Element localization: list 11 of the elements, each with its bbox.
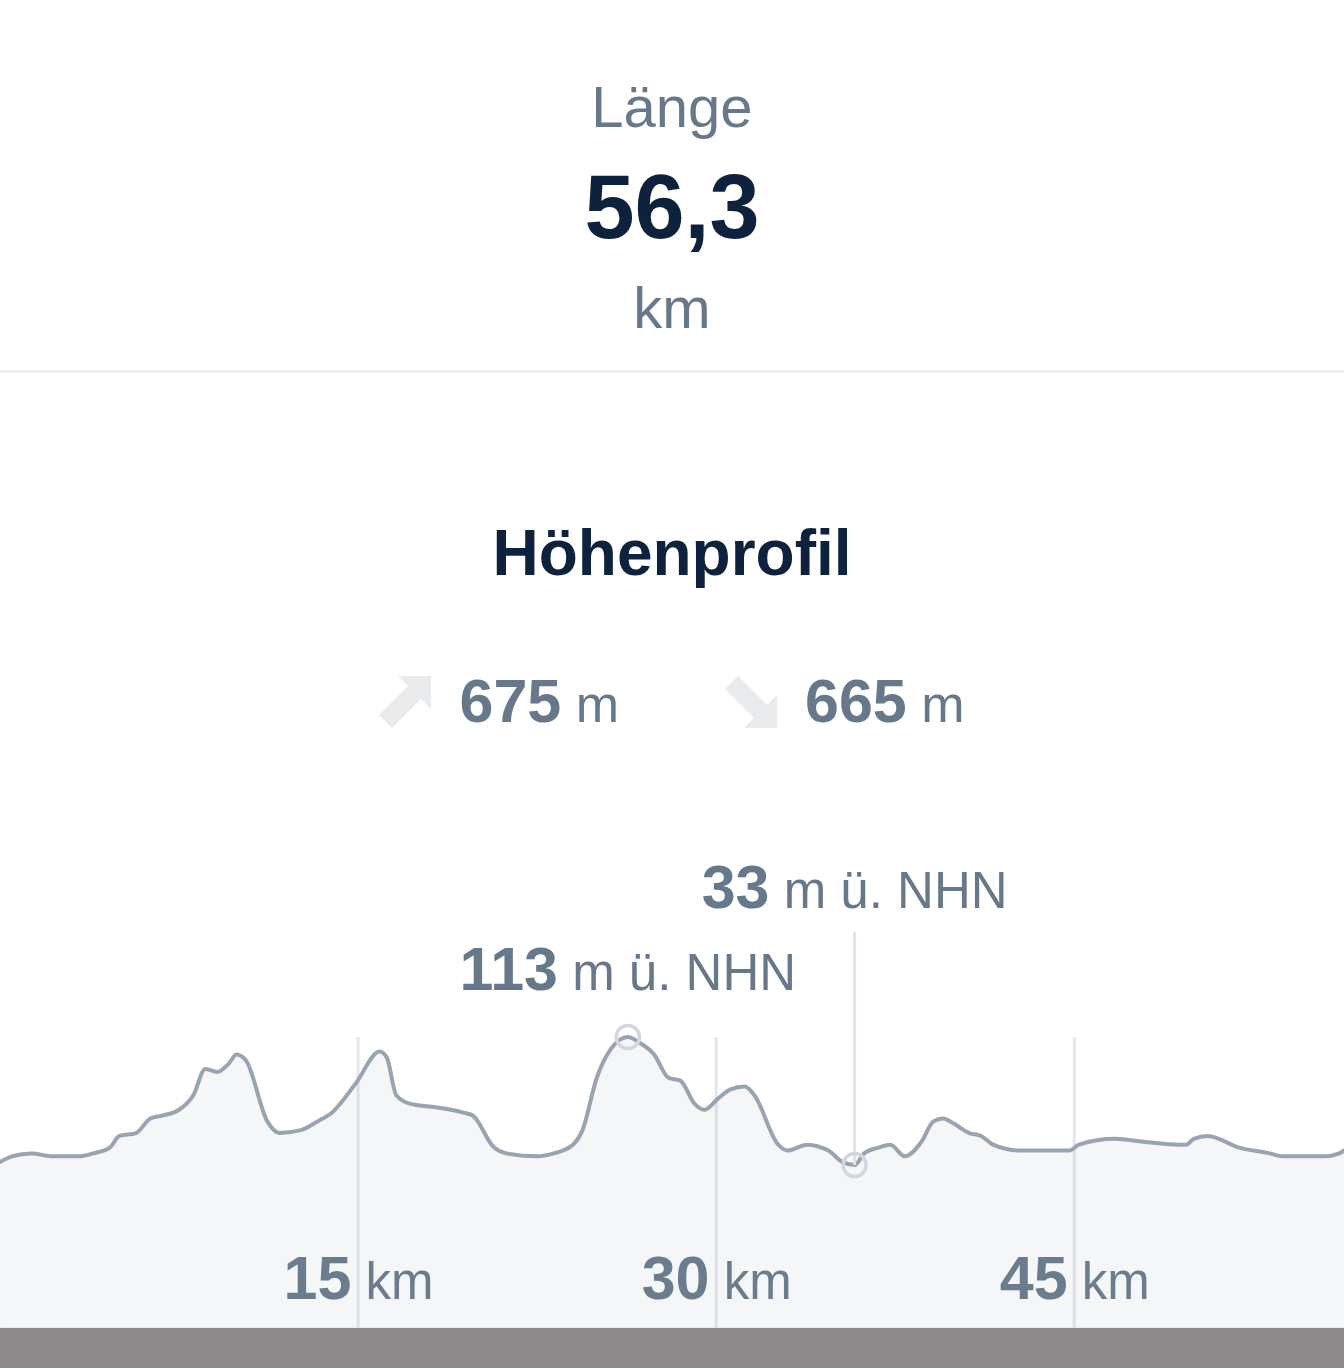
chart-title: Höhenprofil [491,517,853,589]
x-tick-label: 30 km [641,1243,792,1312]
text: Länge [590,74,754,139]
annotation: 113 m ü. NHN [459,935,797,1003]
text: km [632,275,712,340]
text: 675 m [459,667,619,735]
text: 665 m [805,667,965,735]
text: 56,3 [583,157,761,257]
annotation: 33 m ü. NHN [701,853,1008,921]
x-tick-label: 45 km [999,1243,1150,1312]
x-tick-label: 15 km [283,1243,434,1312]
